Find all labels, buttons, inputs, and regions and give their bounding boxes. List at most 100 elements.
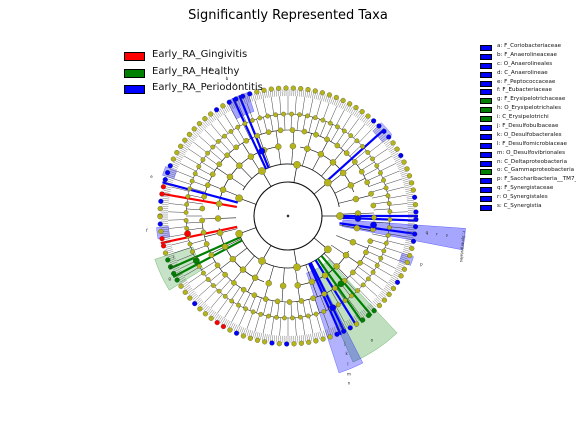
tree-branch xyxy=(309,316,313,334)
tree-branch xyxy=(297,115,299,131)
tree-branch xyxy=(256,298,261,313)
tree-node xyxy=(372,308,377,313)
key-label: r: O_Synergistales xyxy=(497,194,576,200)
tree-node xyxy=(407,253,412,258)
tree-branch xyxy=(361,262,375,270)
tree-branch xyxy=(255,101,260,118)
key-label: a: F_Coriobacteriaceae xyxy=(497,43,576,49)
tree-node xyxy=(354,105,359,110)
tree-branch xyxy=(297,89,298,96)
tree-branch xyxy=(224,303,234,318)
tree-node xyxy=(158,199,163,204)
tree-node xyxy=(259,148,265,154)
tree-node xyxy=(211,145,215,149)
clade-letter-label: p xyxy=(420,262,423,267)
tree-node xyxy=(349,133,353,137)
tree-branch xyxy=(193,279,207,290)
tree-node xyxy=(270,341,275,346)
tree-node xyxy=(412,195,417,200)
tree-node xyxy=(168,163,173,168)
tree-node xyxy=(211,283,215,287)
tree-node xyxy=(290,316,294,320)
tree-branch xyxy=(369,181,384,186)
tree-branch xyxy=(323,95,325,102)
tree-node xyxy=(402,160,407,165)
tree-node xyxy=(290,143,296,149)
tree-branch xyxy=(231,287,240,300)
tree-branch xyxy=(266,91,267,98)
tree-branch xyxy=(400,171,407,173)
tree-node xyxy=(365,180,370,185)
tree-node xyxy=(240,94,245,99)
tree-node xyxy=(366,313,371,318)
tree-branch xyxy=(373,202,389,204)
tree-branch xyxy=(326,124,333,138)
tree-node xyxy=(388,217,392,221)
tree-branch xyxy=(376,156,392,165)
tree-branch xyxy=(389,280,395,284)
tree-node xyxy=(171,271,176,276)
tree-node xyxy=(306,314,310,318)
tree-node xyxy=(206,277,210,281)
figure-title: Significantly Represented Taxa xyxy=(0,8,576,23)
tree-branch xyxy=(367,175,382,182)
tree-branch xyxy=(177,171,194,178)
tree-branch xyxy=(377,297,382,302)
tree-branch xyxy=(387,187,404,191)
tree-node xyxy=(197,121,202,126)
tree-node xyxy=(243,121,247,125)
tree-node xyxy=(320,90,325,95)
tree-node xyxy=(209,252,214,257)
tree-node xyxy=(230,256,236,262)
tree-branch xyxy=(205,267,218,276)
tree-node xyxy=(314,339,319,344)
tree-branch xyxy=(309,117,313,133)
tree-branch xyxy=(340,218,418,221)
tree-branch xyxy=(232,306,240,322)
tree-branch xyxy=(342,114,352,129)
tree-branch xyxy=(166,248,173,250)
tree-node xyxy=(248,336,253,341)
tree-node xyxy=(360,318,365,323)
tree-node xyxy=(414,210,419,215)
tree-branch xyxy=(189,291,194,295)
tree-branch xyxy=(262,334,263,341)
tree-node xyxy=(281,112,285,116)
key-swatch xyxy=(480,72,492,78)
tree-branch xyxy=(209,310,213,315)
tree-node xyxy=(313,116,317,120)
tree-node xyxy=(282,316,286,320)
tree-branch xyxy=(391,151,397,155)
tree-branch xyxy=(380,163,396,171)
tree-node xyxy=(252,293,257,298)
tree-branch xyxy=(280,318,281,336)
tree-node xyxy=(391,141,396,146)
tree-node xyxy=(241,334,246,339)
tree-node xyxy=(412,232,417,237)
tree-branch xyxy=(316,101,321,118)
tree-node xyxy=(355,215,361,221)
tree-node xyxy=(371,215,376,220)
tree-branch xyxy=(197,128,202,133)
tree-branch xyxy=(205,130,218,143)
tree-branch xyxy=(187,228,203,230)
tree-node xyxy=(375,263,379,267)
tree-node xyxy=(240,267,246,273)
tree-node xyxy=(382,129,387,134)
tree-branch xyxy=(162,204,169,205)
tree-node xyxy=(334,95,339,100)
tree-node xyxy=(289,112,293,116)
tree-node xyxy=(217,162,222,167)
tree-branch xyxy=(205,289,218,302)
tree-branch xyxy=(370,123,375,128)
tree-node xyxy=(258,167,265,174)
tree-node xyxy=(215,263,220,268)
tree-branch xyxy=(263,117,267,133)
tree-branch xyxy=(388,195,406,198)
tree-node xyxy=(305,114,309,118)
tree-node xyxy=(384,186,388,190)
tree-branch xyxy=(220,317,224,323)
tree-node xyxy=(322,272,328,278)
tree-node xyxy=(292,341,297,346)
key-swatch xyxy=(480,161,492,167)
